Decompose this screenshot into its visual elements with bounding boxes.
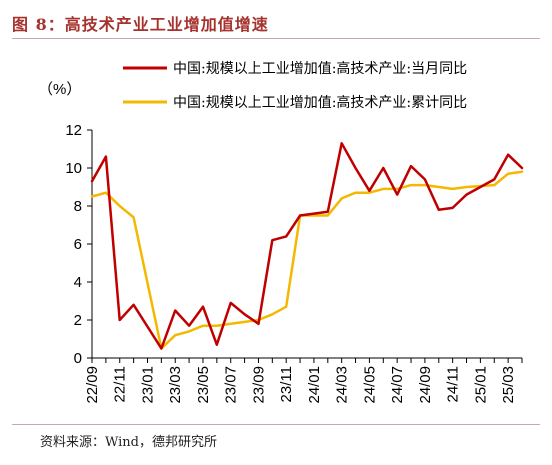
- series-line-cumulative-yoy: [90, 170, 524, 350]
- x-tick-label: 24/01: [306, 366, 323, 404]
- x-tick-label: 24/11: [445, 366, 462, 402]
- y-tick-label: 4: [74, 274, 82, 291]
- y-tick-label: 10: [65, 160, 82, 177]
- axes: 0 2 4 6 8 10 12 22/09 22/11 23/01 23/03 23/05 23/07 2…: [65, 122, 523, 404]
- y-tick-label: 12: [65, 122, 82, 139]
- x-tick-label: 24/09: [417, 366, 434, 404]
- x-tick-label: 23/09: [250, 366, 267, 404]
- source-note: 资料来源：Wind，德邦研究所: [40, 435, 217, 450]
- series-line-monthly-yoy: [90, 142, 524, 350]
- x-tick-label: 24/05: [361, 366, 378, 404]
- x-tick-label: 24/07: [389, 366, 406, 404]
- y-axis-unit-label: （%）: [38, 81, 81, 98]
- x-tick-label: 22/09: [84, 366, 101, 404]
- y-tick-label: 0: [74, 350, 82, 367]
- y-tick-label: 6: [74, 236, 82, 253]
- x-tick-label: 23/05: [195, 366, 212, 404]
- series-layer: [90, 142, 524, 350]
- x-tick-label: 23/11: [278, 366, 295, 402]
- title-divider: [12, 38, 540, 39]
- y-tick-label: 8: [74, 198, 82, 215]
- x-tick-label: 25/01: [472, 366, 489, 404]
- legend-label: 中国:规模以上工业增加值:高技术产业:累计同比: [173, 94, 467, 111]
- legend: 中国:规模以上工业增加值:高技术产业:当月同比中国:规模以上工业增加值:高技术产…: [123, 60, 467, 111]
- x-tick-label: 22/11: [112, 366, 129, 402]
- y-tick-label: 2: [74, 312, 82, 329]
- footer-divider: [12, 424, 540, 425]
- x-tick-label: 23/03: [167, 366, 184, 404]
- figure-title: 图 8：高技术产业工业增加值增速: [12, 15, 269, 34]
- x-tick-label: 25/03: [500, 366, 517, 404]
- legend-label: 中国:规模以上工业增加值:高技术产业:当月同比: [173, 60, 467, 77]
- x-tick-label: 24/03: [334, 366, 351, 404]
- x-tick-label: 23/07: [223, 366, 240, 404]
- x-tick-label: 23/01: [139, 366, 156, 404]
